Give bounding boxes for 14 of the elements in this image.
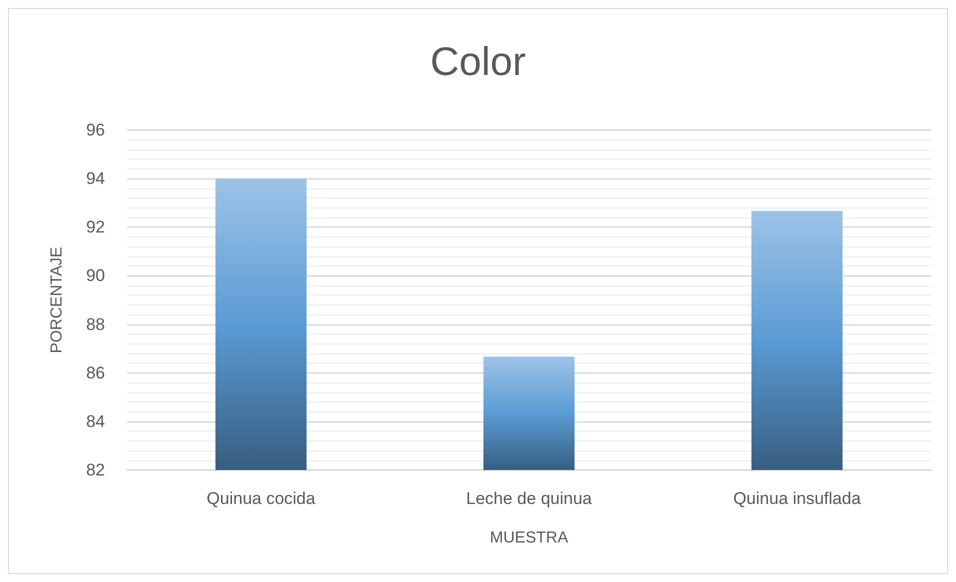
- y-axis-title: PORCENTAJE: [48, 246, 66, 354]
- y-tick-label: 84: [86, 412, 105, 431]
- x-axis-title: MUESTRA: [490, 530, 568, 546]
- y-tick-label: 94: [86, 169, 105, 188]
- y-tick-label: 86: [86, 363, 105, 382]
- x-tick-label: Quinua insuflada: [733, 489, 862, 508]
- x-tick-label: Quinua cocida: [206, 489, 316, 508]
- y-tick-label: 82: [86, 460, 105, 480]
- x-tick-label: Leche de quinua: [466, 489, 592, 508]
- y-tick-label: 90: [86, 266, 105, 286]
- y-tick-label: 88: [86, 314, 105, 334]
- chart-title: Color: [430, 40, 526, 84]
- y-tick-label: 92: [86, 218, 105, 237]
- y-tick-label: 96: [86, 120, 105, 140]
